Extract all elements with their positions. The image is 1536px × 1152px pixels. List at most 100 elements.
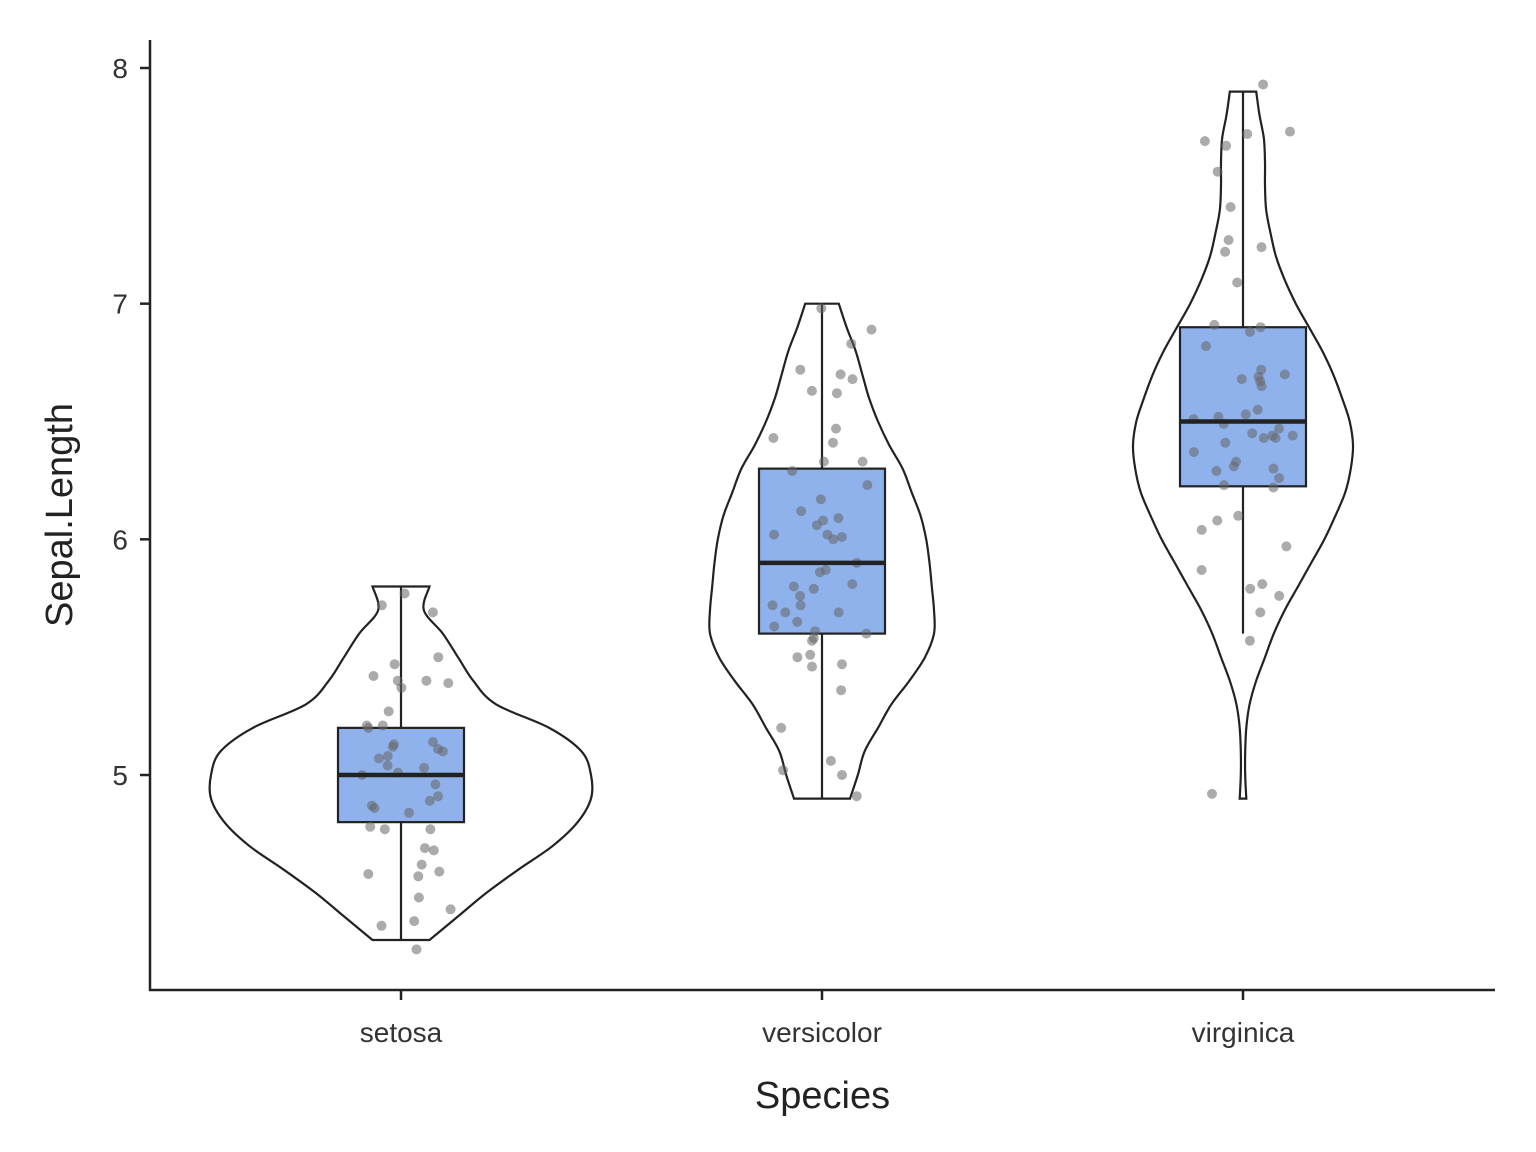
data-point-setosa bbox=[363, 869, 374, 879]
data-point-virginica bbox=[1256, 364, 1267, 375]
x-axis-title: Species bbox=[755, 1075, 890, 1117]
data-point-virginica bbox=[1257, 579, 1268, 590]
data-point-setosa bbox=[366, 800, 377, 811]
data-point-virginica bbox=[1242, 129, 1253, 139]
data-point-versicolor bbox=[835, 369, 846, 380]
data-point-versicolor bbox=[792, 652, 803, 663]
data-point-versicolor bbox=[810, 626, 821, 637]
data-point-versicolor bbox=[862, 480, 873, 491]
data-point-setosa bbox=[383, 706, 394, 717]
data-point-virginica bbox=[1211, 466, 1222, 476]
data-point-virginica bbox=[1201, 341, 1211, 352]
data-point-versicolor bbox=[768, 433, 779, 443]
data-point-virginica bbox=[1279, 369, 1290, 380]
data-point-virginica bbox=[1220, 437, 1231, 448]
data-point-virginica bbox=[1245, 326, 1255, 337]
data-point-virginica bbox=[1285, 126, 1295, 137]
data-point-versicolor bbox=[788, 581, 799, 592]
x-tick-label: setosa bbox=[360, 1017, 443, 1048]
data-point-versicolor bbox=[866, 324, 877, 335]
data-point-versicolor bbox=[776, 722, 787, 733]
data-point-versicolor bbox=[837, 659, 847, 670]
data-point-setosa bbox=[376, 920, 387, 931]
data-point-virginica bbox=[1220, 246, 1231, 257]
data-point-versicolor bbox=[847, 579, 858, 590]
data-point-virginica bbox=[1255, 322, 1266, 333]
data-point-virginica bbox=[1212, 515, 1223, 526]
data-point-setosa bbox=[389, 659, 400, 670]
data-point-versicolor bbox=[833, 607, 844, 618]
data-point-virginica bbox=[1212, 166, 1223, 177]
y-axis-title: Sepal.Length bbox=[39, 403, 81, 627]
data-point-setosa bbox=[411, 944, 422, 955]
data-point-versicolor bbox=[780, 607, 791, 618]
data-point-setosa bbox=[421, 675, 432, 686]
data-point-setosa bbox=[430, 779, 441, 790]
data-point-setosa bbox=[428, 737, 438, 747]
data-point-virginica bbox=[1196, 524, 1207, 535]
data-point-setosa bbox=[416, 859, 427, 870]
data-point-versicolor bbox=[769, 529, 780, 540]
data-point-versicolor bbox=[792, 616, 803, 627]
data-point-virginica bbox=[1287, 430, 1298, 441]
data-point-setosa bbox=[434, 866, 445, 877]
data-point-versicolor bbox=[815, 494, 826, 505]
data-point-versicolor bbox=[822, 529, 833, 540]
data-point-setosa bbox=[392, 675, 403, 686]
data-point-setosa bbox=[433, 652, 444, 663]
data-point-versicolor bbox=[818, 515, 829, 526]
axes: 5 6 7 8 setosa versicolor virginica bbox=[112, 40, 1495, 1048]
y-tick-label: 6 bbox=[112, 524, 128, 555]
plot-area bbox=[208, 79, 1355, 955]
data-point-virginica bbox=[1281, 541, 1292, 552]
data-point-virginica bbox=[1256, 242, 1267, 253]
data-point-setosa bbox=[433, 744, 444, 755]
data-point-virginica bbox=[1221, 140, 1232, 151]
data-point-versicolor bbox=[861, 628, 872, 639]
data-point-virginica bbox=[1207, 788, 1217, 799]
data-point-setosa bbox=[361, 720, 372, 731]
data-point-versicolor bbox=[787, 466, 798, 476]
data-point-virginica bbox=[1274, 590, 1285, 601]
data-point-setosa bbox=[399, 588, 410, 599]
data-point-versicolor bbox=[807, 661, 817, 672]
data-point-virginica bbox=[1255, 607, 1266, 618]
data-point-virginica bbox=[1209, 319, 1220, 330]
data-point-virginica bbox=[1244, 635, 1255, 646]
data-point-virginica bbox=[1231, 456, 1241, 467]
data-point-setosa bbox=[382, 760, 393, 771]
box-versicolor bbox=[757, 467, 887, 635]
data-point-virginica bbox=[1258, 433, 1269, 443]
data-point-versicolor bbox=[808, 583, 819, 594]
data-point-versicolor bbox=[818, 456, 829, 467]
data-point-setosa bbox=[443, 678, 454, 689]
data-point-setosa bbox=[419, 843, 430, 854]
y-tick-label: 7 bbox=[112, 289, 128, 320]
data-point-virginica bbox=[1274, 423, 1284, 434]
data-point-versicolor bbox=[857, 456, 868, 467]
data-point-versicolor bbox=[806, 385, 817, 396]
data-point-virginica bbox=[1188, 447, 1199, 458]
box-virginica bbox=[1178, 326, 1308, 488]
data-point-versicolor bbox=[795, 600, 806, 611]
data-point-virginica bbox=[1232, 277, 1243, 288]
data-point-setosa bbox=[377, 720, 388, 731]
data-point-virginica bbox=[1196, 565, 1207, 575]
data-point-versicolor bbox=[805, 649, 816, 660]
data-point-setosa bbox=[365, 821, 376, 832]
data-point-setosa bbox=[373, 753, 384, 764]
data-point-setosa bbox=[409, 916, 420, 927]
data-point-setosa bbox=[419, 762, 430, 773]
data-point-virginica bbox=[1199, 136, 1210, 147]
data-point-virginica bbox=[1268, 463, 1279, 474]
data-point-virginica bbox=[1219, 480, 1229, 491]
data-point-setosa bbox=[382, 751, 393, 762]
data-point-setosa bbox=[428, 845, 439, 856]
data-point-versicolor bbox=[851, 791, 862, 802]
data-point-virginica bbox=[1233, 510, 1244, 521]
data-point-versicolor bbox=[831, 423, 841, 434]
data-point-virginica bbox=[1245, 583, 1256, 594]
data-point-versicolor bbox=[778, 765, 789, 776]
data-point-versicolor bbox=[820, 565, 831, 575]
